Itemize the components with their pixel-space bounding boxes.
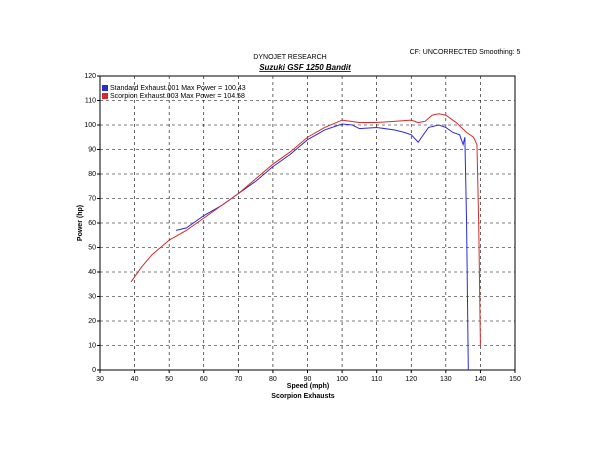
x-tick-label: 100	[336, 376, 348, 383]
plot-frame	[99, 75, 516, 371]
annotation: CF: UNCORRECTED Smoothing: 5	[410, 49, 521, 56]
legend-swatch	[102, 85, 108, 91]
x-tick-label: 130	[440, 376, 452, 383]
y-tick-label: 50	[88, 244, 96, 251]
x-tick-label: 40	[131, 376, 139, 383]
y-tick-label: 80	[88, 171, 96, 178]
y-tick-label: 70	[88, 195, 96, 202]
x-tick-label: 50	[165, 376, 173, 383]
legend-label: Standard Exhaust.001 Max Power = 100.43	[110, 85, 246, 92]
y-tick-label: 30	[88, 293, 96, 300]
caption: Scorpion Exhausts	[271, 393, 335, 400]
legend-label: Scorpion Exhaust.003 Max Power = 104.58	[110, 93, 245, 100]
x-tick-label: 150	[509, 376, 521, 383]
x-tick-label: 110	[371, 376, 382, 383]
legend-swatch	[102, 93, 108, 99]
x-tick-label: 90	[304, 376, 312, 383]
y-tick-label: 100	[84, 122, 96, 129]
y-tick-label: 10	[88, 342, 96, 349]
chart-title: Suzuki GSF 1250 Bandit	[259, 63, 351, 72]
y-tick-label: 90	[88, 146, 96, 153]
y-axis-label: Power (hp)	[77, 205, 84, 241]
series-line	[175, 123, 469, 371]
y-tick-label: 120	[84, 73, 96, 80]
y-tick-label: 60	[88, 220, 96, 227]
x-tick-label: 120	[405, 376, 417, 383]
x-tick-label: 140	[475, 376, 487, 383]
y-tick-label: 110	[85, 97, 96, 104]
x-tick-label: 70	[234, 376, 242, 383]
x-tick-label: 60	[200, 376, 208, 383]
x-tick-label: 80	[269, 376, 277, 383]
y-tick-label: 20	[88, 318, 96, 325]
x-axis-label: Speed (mph)	[287, 383, 329, 390]
y-tick-label: 40	[88, 269, 96, 276]
x-tick-label: 30	[96, 376, 104, 383]
series-line	[130, 113, 481, 346]
y-tick-label: 0	[92, 367, 96, 374]
chart-header: DYNOJET RESEARCH	[253, 54, 326, 61]
